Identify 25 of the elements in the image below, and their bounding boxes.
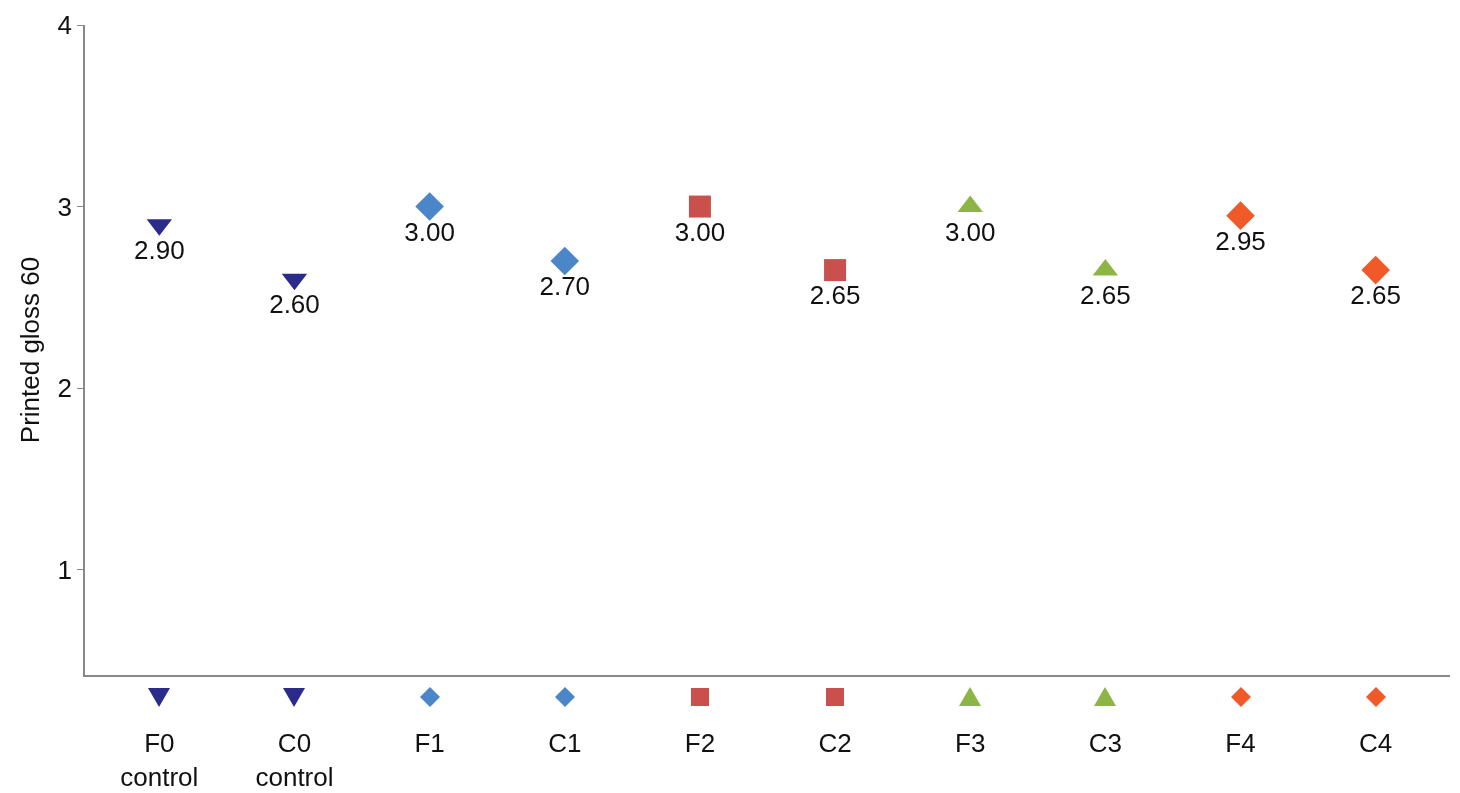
y-tick-label: 3 [57,191,73,222]
data-label: 2.65 [809,280,861,311]
x-tick-label: C4 [1359,727,1393,758]
data-label: 3.00 [674,216,726,247]
x-tick-label: C2 [818,727,852,758]
x-tick-label: C3 [1088,727,1122,758]
data-label: 2.70 [539,271,591,302]
data-label: 2.60 [269,289,320,320]
data-label: 3.00 [404,216,455,247]
data-label: 3.00 [944,216,996,247]
x-tick-label: F4 [1225,727,1256,758]
y-tick-label: 2 [57,373,73,404]
y-axis-title: Printed gloss 60 [15,256,46,444]
data-label: 2.65 [1350,280,1401,311]
x-tick-label: C1 [548,727,582,758]
data-label: 2.65 [1080,280,1131,311]
x-tick-label: F3 [955,727,986,758]
y-tick-label: 4 [57,10,73,41]
x-tick-label: C0 control [255,727,334,792]
data-label: 2.90 [134,234,185,265]
data-label: 2.95 [1215,225,1266,256]
x-tick-label: F0 control [120,727,199,792]
x-tick-label: F1 [414,727,445,758]
x-tick-label: F2 [684,727,716,758]
y-tick-label: 1 [57,554,73,585]
